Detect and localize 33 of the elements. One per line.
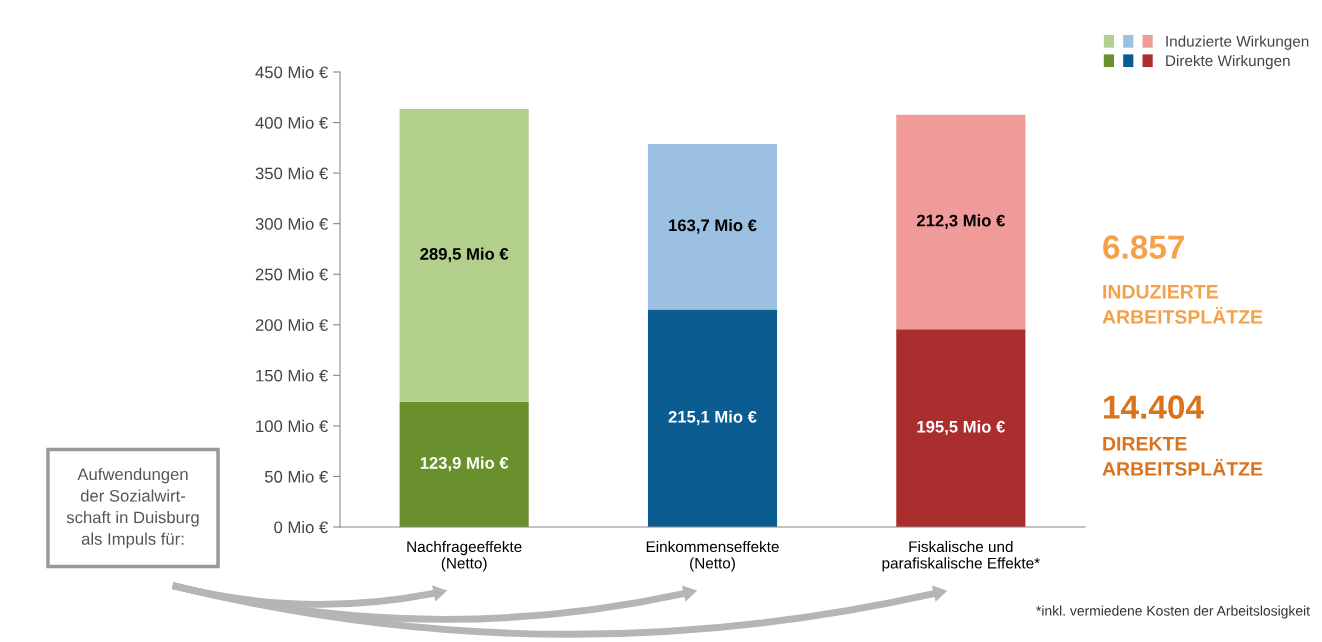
data-label: 212,3 Mio € [916,214,1006,229]
legend-label: Direkte Wirkungen [1166,54,1290,70]
y-tick-label: 200 Mio € [255,318,328,331]
y-tick-label: 150 Mio € [256,369,328,382]
legend-label: Induzierte Wirkungen [1166,35,1309,50]
text: Aufwendungen der Sozialwirt- schaft in Duisburg als Impuls für: [66,467,199,549]
data-label: 215,1 Mio € [668,410,757,426]
text: DIREKTE ARBEITSPLÄTZE [1102,437,1263,476]
y-tick-label: 400 Mio € [255,116,328,129]
bar [896,114,1026,330]
y-tick-label: 0 Mio € [274,520,328,534]
x-tick-label: Nachfrageeffekte (Netto) [407,540,522,572]
y-tick-label: 50 Mio € [264,470,328,483]
bar [647,143,778,310]
x-tick-label: Fiskalische und parafiskalische Effekte* [882,540,1040,572]
text: *inkl. vermiedene Kosten der Arbeitslosigkeit [1036,605,1310,619]
text: 14.404 [1104,395,1204,419]
y-tick-label: 350 Mio € [255,167,328,180]
y-tick-label: 300 Mio € [255,217,328,230]
data-label: 163,7 Mio € [669,218,757,234]
bar [399,109,529,402]
y-tick-label: 450 Mio € [255,65,328,79]
data-label: 195,5 Mio € [917,420,1006,436]
bar [647,309,778,527]
x-tick-label: Einkommenseffekte (Netto) [646,540,779,572]
data-label: 289,5 Mio € [420,247,509,263]
bar [399,401,529,527]
data-label: 123,9 Mio € [420,456,509,472]
text: 6.857 [1103,235,1184,259]
bar [896,329,1026,527]
text: INDUZIERTE ARBEITSPLÄTZE [1102,285,1263,324]
y-tick-label: 250 Mio € [255,268,328,281]
y-tick-label: 100 Mio € [256,419,328,433]
